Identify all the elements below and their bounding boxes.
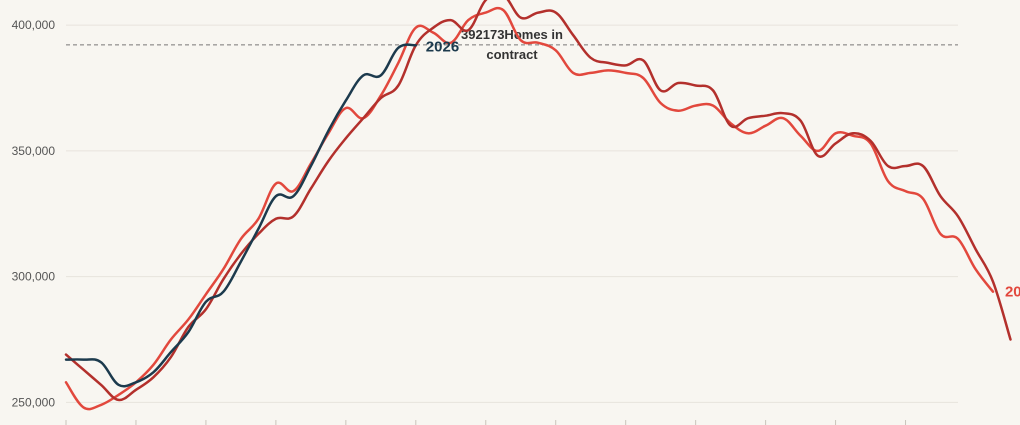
reference-annotation-line-2: contract — [486, 47, 538, 62]
series-line-2024 — [64, 6, 995, 411]
y-tick-label: 350,000 — [12, 144, 56, 158]
y-axis-ticks: 250,000 300,000 350,000 400,000 — [12, 18, 56, 409]
reference-annotation: 392173Homes in contract — [461, 27, 563, 62]
reference-annotation-line-1: 392173Homes in — [461, 27, 563, 42]
y-tick-label: 300,000 — [12, 270, 56, 284]
x-axis-ticks — [65, 420, 907, 425]
series-label-2026: 2026 — [426, 38, 459, 55]
series-line-2026 — [64, 43, 418, 388]
series-labels: 202420252026 — [426, 38, 1020, 301]
series-lines — [64, 0, 1012, 411]
reference-line: 392173Homes in contract — [66, 27, 958, 62]
series-label-2024: 2024 — [1005, 284, 1020, 301]
gridlines — [66, 24, 958, 403]
y-tick-label: 400,000 — [12, 18, 56, 32]
y-tick-label: 250,000 — [12, 395, 56, 409]
series-line-2025 — [64, 0, 1012, 402]
